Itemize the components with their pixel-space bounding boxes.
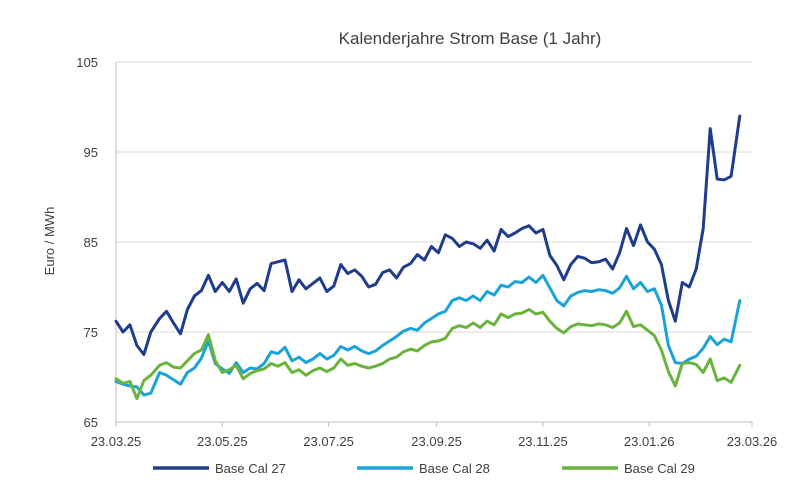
x-tick-label: 23.03.26 — [727, 434, 778, 449]
y-tick-labels: 65 75 85 95 105 — [76, 55, 98, 430]
legend-label: Base Cal 29 — [624, 461, 695, 476]
y-tick-label: 65 — [84, 415, 98, 430]
x-tick-labels: 23.03.25 23.05.25 23.07.25 23.09.25 23.11.25… — [91, 434, 778, 449]
y-axis-title: Euro / MWh — [42, 207, 57, 276]
axes — [115, 62, 753, 427]
y-tick-label: 95 — [84, 145, 98, 160]
x-tick-label: 23.05.25 — [197, 434, 248, 449]
y-tick-label: 85 — [84, 235, 98, 250]
x-tick-label: 23.09.25 — [411, 434, 462, 449]
series-line-base-cal-29 — [114, 308, 742, 401]
legend-label: Base Cal 27 — [215, 461, 286, 476]
y-tick-label: 105 — [76, 55, 98, 70]
x-tick-label: 23.03.25 — [91, 434, 142, 449]
x-tick-label: 23.07.25 — [303, 434, 354, 449]
series-lines — [114, 114, 742, 401]
series-line-base-cal-27 — [114, 114, 742, 356]
x-tick-label: 23.11.25 — [518, 434, 568, 449]
chart-title: Kalenderjahre Strom Base (1 Jahr) — [339, 29, 602, 48]
y-tick-label: 75 — [84, 325, 98, 340]
legend: Base Cal 27 Base Cal 28 Base Cal 29 — [153, 461, 695, 476]
x-tick-label: 23.01.26 — [624, 434, 675, 449]
legend-label: Base Cal 28 — [419, 461, 490, 476]
